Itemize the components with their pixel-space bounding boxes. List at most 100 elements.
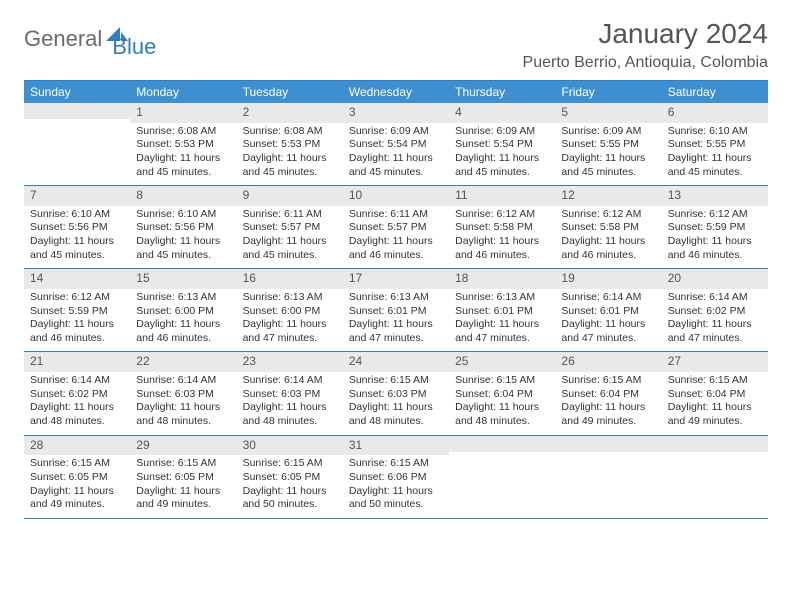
sunrise-text: Sunrise: 6:10 AM — [136, 208, 230, 222]
day-content: Sunrise: 6:15 AMSunset: 6:05 PMDaylight:… — [130, 455, 236, 518]
daylight-text: Daylight: 11 hours and 45 minutes. — [136, 152, 230, 179]
daylight-text: Daylight: 11 hours and 45 minutes. — [561, 152, 655, 179]
day-cell: 1Sunrise: 6:08 AMSunset: 5:53 PMDaylight… — [130, 103, 236, 185]
daylight-text: Daylight: 11 hours and 46 minutes. — [30, 318, 124, 345]
day-cell: 28Sunrise: 6:15 AMSunset: 6:05 PMDayligh… — [24, 436, 130, 518]
day-number: 3 — [343, 103, 449, 123]
day-cell: 15Sunrise: 6:13 AMSunset: 6:00 PMDayligh… — [130, 269, 236, 351]
page-header: General Blue January 2024 Puerto Berrio,… — [24, 18, 768, 72]
sunset-text: Sunset: 5:58 PM — [455, 221, 549, 235]
day-number: 6 — [662, 103, 768, 123]
day-cell: 24Sunrise: 6:15 AMSunset: 6:03 PMDayligh… — [343, 352, 449, 434]
week-row: 21Sunrise: 6:14 AMSunset: 6:02 PMDayligh… — [24, 352, 768, 435]
day-content: Sunrise: 6:14 AMSunset: 6:02 PMDaylight:… — [662, 289, 768, 352]
day-cell: 6Sunrise: 6:10 AMSunset: 5:55 PMDaylight… — [662, 103, 768, 185]
day-content: Sunrise: 6:15 AMSunset: 6:03 PMDaylight:… — [343, 372, 449, 435]
sunrise-text: Sunrise: 6:12 AM — [561, 208, 655, 222]
day-number: 29 — [130, 436, 236, 456]
sunset-text: Sunset: 6:03 PM — [349, 388, 443, 402]
day-content: Sunrise: 6:14 AMSunset: 6:03 PMDaylight:… — [237, 372, 343, 435]
day-cell: 4Sunrise: 6:09 AMSunset: 5:54 PMDaylight… — [449, 103, 555, 185]
sunset-text: Sunset: 6:05 PM — [30, 471, 124, 485]
day-cell: 17Sunrise: 6:13 AMSunset: 6:01 PMDayligh… — [343, 269, 449, 351]
daylight-text: Daylight: 11 hours and 45 minutes. — [668, 152, 762, 179]
day-cell: 7Sunrise: 6:10 AMSunset: 5:56 PMDaylight… — [24, 186, 130, 268]
day-cell: 30Sunrise: 6:15 AMSunset: 6:05 PMDayligh… — [237, 436, 343, 518]
week-row: 14Sunrise: 6:12 AMSunset: 5:59 PMDayligh… — [24, 269, 768, 352]
day-cell: 31Sunrise: 6:15 AMSunset: 6:06 PMDayligh… — [343, 436, 449, 518]
day-content: Sunrise: 6:10 AMSunset: 5:55 PMDaylight:… — [662, 123, 768, 186]
day-cell: 2Sunrise: 6:08 AMSunset: 5:53 PMDaylight… — [237, 103, 343, 185]
sunrise-text: Sunrise: 6:12 AM — [30, 291, 124, 305]
day-number: 20 — [662, 269, 768, 289]
daylight-text: Daylight: 11 hours and 49 minutes. — [561, 401, 655, 428]
day-number: 19 — [555, 269, 661, 289]
day-cell: 13Sunrise: 6:12 AMSunset: 5:59 PMDayligh… — [662, 186, 768, 268]
sunrise-text: Sunrise: 6:15 AM — [136, 457, 230, 471]
sunset-text: Sunset: 5:55 PM — [561, 138, 655, 152]
day-number: 16 — [237, 269, 343, 289]
day-cell: 21Sunrise: 6:14 AMSunset: 6:02 PMDayligh… — [24, 352, 130, 434]
day-content — [662, 452, 768, 460]
day-cell: 11Sunrise: 6:12 AMSunset: 5:58 PMDayligh… — [449, 186, 555, 268]
sunset-text: Sunset: 6:02 PM — [30, 388, 124, 402]
sunset-text: Sunset: 5:57 PM — [349, 221, 443, 235]
calendar-grid: SundayMondayTuesdayWednesdayThursdayFrid… — [24, 80, 768, 519]
day-number: 13 — [662, 186, 768, 206]
sunrise-text: Sunrise: 6:08 AM — [136, 125, 230, 139]
weekday-header: Friday — [555, 81, 661, 103]
day-number: 24 — [343, 352, 449, 372]
sunset-text: Sunset: 5:55 PM — [668, 138, 762, 152]
sunrise-text: Sunrise: 6:13 AM — [349, 291, 443, 305]
daylight-text: Daylight: 11 hours and 49 minutes. — [30, 485, 124, 512]
day-content: Sunrise: 6:12 AMSunset: 5:59 PMDaylight:… — [662, 206, 768, 269]
logo-text-blue: Blue — [112, 34, 156, 60]
sunset-text: Sunset: 6:04 PM — [561, 388, 655, 402]
sunrise-text: Sunrise: 6:09 AM — [349, 125, 443, 139]
day-content: Sunrise: 6:10 AMSunset: 5:56 PMDaylight:… — [130, 206, 236, 269]
day-content — [449, 452, 555, 460]
sunrise-text: Sunrise: 6:12 AM — [668, 208, 762, 222]
daylight-text: Daylight: 11 hours and 45 minutes. — [30, 235, 124, 262]
sunrise-text: Sunrise: 6:13 AM — [136, 291, 230, 305]
daylight-text: Daylight: 11 hours and 45 minutes. — [243, 235, 337, 262]
day-cell — [449, 436, 555, 518]
week-row: 7Sunrise: 6:10 AMSunset: 5:56 PMDaylight… — [24, 186, 768, 269]
page-title: January 2024 — [523, 18, 768, 50]
logo-text-general: General — [24, 26, 102, 52]
day-number: 10 — [343, 186, 449, 206]
day-cell: 9Sunrise: 6:11 AMSunset: 5:57 PMDaylight… — [237, 186, 343, 268]
daylight-text: Daylight: 11 hours and 46 minutes. — [136, 318, 230, 345]
daylight-text: Daylight: 11 hours and 48 minutes. — [455, 401, 549, 428]
sunset-text: Sunset: 6:05 PM — [136, 471, 230, 485]
sunset-text: Sunset: 5:57 PM — [243, 221, 337, 235]
sunset-text: Sunset: 6:01 PM — [561, 305, 655, 319]
day-number: 30 — [237, 436, 343, 456]
sunrise-text: Sunrise: 6:08 AM — [243, 125, 337, 139]
daylight-text: Daylight: 11 hours and 47 minutes. — [455, 318, 549, 345]
sunrise-text: Sunrise: 6:10 AM — [30, 208, 124, 222]
daylight-text: Daylight: 11 hours and 48 minutes. — [136, 401, 230, 428]
day-cell: 12Sunrise: 6:12 AMSunset: 5:58 PMDayligh… — [555, 186, 661, 268]
day-content: Sunrise: 6:12 AMSunset: 5:58 PMDaylight:… — [449, 206, 555, 269]
daylight-text: Daylight: 11 hours and 45 minutes. — [136, 235, 230, 262]
day-cell: 19Sunrise: 6:14 AMSunset: 6:01 PMDayligh… — [555, 269, 661, 351]
daylight-text: Daylight: 11 hours and 46 minutes. — [561, 235, 655, 262]
daylight-text: Daylight: 11 hours and 49 minutes. — [668, 401, 762, 428]
weekday-header-row: SundayMondayTuesdayWednesdayThursdayFrid… — [24, 81, 768, 103]
sunrise-text: Sunrise: 6:14 AM — [136, 374, 230, 388]
daylight-text: Daylight: 11 hours and 45 minutes. — [243, 152, 337, 179]
sunrise-text: Sunrise: 6:15 AM — [561, 374, 655, 388]
daylight-text: Daylight: 11 hours and 47 minutes. — [561, 318, 655, 345]
daylight-text: Daylight: 11 hours and 46 minutes. — [349, 235, 443, 262]
sunrise-text: Sunrise: 6:15 AM — [349, 374, 443, 388]
day-content: Sunrise: 6:14 AMSunset: 6:02 PMDaylight:… — [24, 372, 130, 435]
sunset-text: Sunset: 5:59 PM — [668, 221, 762, 235]
day-content — [555, 452, 661, 460]
sunrise-text: Sunrise: 6:13 AM — [243, 291, 337, 305]
day-cell: 10 Sunrise: 6:11 AMSunset: 5:57 PMDayligh… — [343, 186, 449, 268]
sunset-text: Sunset: 5:54 PM — [455, 138, 549, 152]
day-content: Sunrise: 6:12 AMSunset: 5:59 PMDaylight:… — [24, 289, 130, 352]
day-number: 17 — [343, 269, 449, 289]
sunrise-text: Sunrise: 6:11 AM — [349, 208, 443, 222]
